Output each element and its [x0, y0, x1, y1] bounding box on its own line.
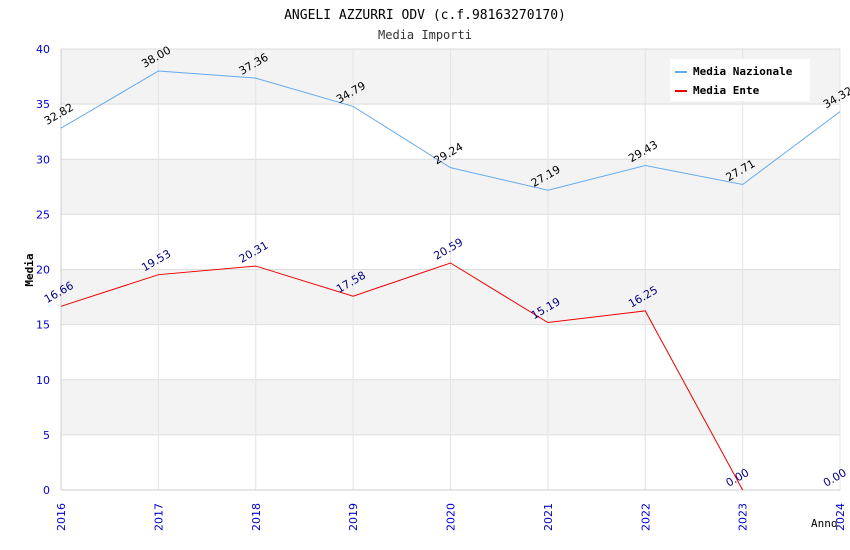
series-line-media-ente [60, 262, 744, 491]
x-tick-label: 2022 [639, 503, 652, 531]
data-label-media-ente: 20.31 [237, 239, 271, 266]
data-label-media-ente: 20.59 [432, 236, 466, 263]
y-axis-label: Media [23, 253, 36, 286]
chart-subtitle: Media Importi [378, 28, 472, 42]
chart-title: ANGELI AZZURRI ODV (c.f.98163270170) [284, 8, 566, 23]
x-tick-label: 2017 [152, 503, 165, 531]
x-tick-label: 2020 [445, 503, 458, 531]
series-line-media-nazionale [60, 70, 841, 191]
x-tick-label: 2024 [834, 503, 847, 531]
x-tick-label: 2021 [542, 503, 555, 531]
axes: 0 5 10 15 20 25 30 35 40 2016 2017 2018 2019 2020 2021… [36, 43, 847, 531]
x-axis-label: Anno [811, 517, 838, 530]
y-tick-label: 0 [43, 484, 50, 497]
y-tick-label: 5 [43, 429, 50, 442]
data-label-media-ente: 0.00 [821, 466, 849, 490]
x-tick-label: 2023 [737, 503, 750, 531]
legend-box [670, 59, 810, 101]
y-tick-label: 25 [36, 208, 50, 221]
y-tick-label: 30 [36, 153, 50, 166]
x-tick-label: 2018 [250, 503, 263, 531]
x-tick-label: 2019 [347, 503, 360, 531]
legend-label-media-ente: Media Ente [693, 84, 760, 97]
legend-label-media-nazionale: Media Nazionale [693, 65, 793, 78]
y-tick-label: 35 [36, 98, 50, 111]
series-lines [60, 70, 841, 491]
x-tick-label: 2016 [55, 503, 68, 531]
y-tick-label: 15 [36, 319, 50, 332]
y-tick-label: 10 [36, 374, 50, 387]
data-label-media-ente: 0.00 [724, 466, 752, 490]
legend: Media Nazionale Media Ente [670, 59, 810, 101]
y-tick-label: 40 [36, 43, 50, 56]
y-tick-label: 20 [36, 264, 50, 277]
